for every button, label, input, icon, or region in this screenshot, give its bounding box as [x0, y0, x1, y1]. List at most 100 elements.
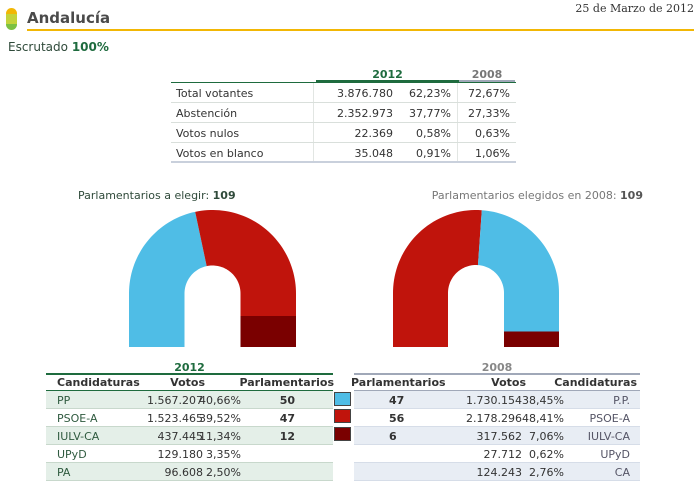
results-2008-table: Parlamentarios Votos Candidaturas 47 1.7…	[351, 376, 640, 481]
seats-elected-2008: Parlamentarios elegidos en 2008: 109	[432, 189, 643, 202]
party-name: CA	[614, 466, 630, 479]
party-pct: 48,41%	[522, 412, 564, 425]
table-row: UPyD 129.180 3,35%	[46, 445, 333, 463]
seat-segment-psoea	[393, 210, 482, 347]
col-header-seats: Parlamentarios	[351, 376, 446, 389]
party-name: PSOE-A	[589, 412, 630, 425]
col-header-party: Candidaturas	[57, 376, 140, 389]
table-row: 6 317.562 7,06% IULV-CA	[354, 427, 640, 445]
seats-to-elect-label: Parlamentarios a elegir:	[78, 189, 210, 202]
party-pct: 38,45%	[522, 394, 564, 407]
col-header-votes: Votos	[491, 376, 526, 389]
table-row: 124.243 2,76% CA	[354, 463, 640, 481]
party-pct: 0,62%	[529, 448, 564, 461]
seats-to-elect: Parlamentarios a elegir: 109	[78, 189, 236, 202]
col-header-votes: Votos	[170, 376, 205, 389]
header-divider	[27, 29, 694, 31]
seat-segment-psoea	[195, 210, 296, 316]
col-header-seats: Parlamentarios	[239, 376, 334, 389]
party-name: UPyD	[57, 448, 87, 461]
party-pct: 3,35%	[206, 448, 241, 461]
summary-pct-prev: 0,63%	[475, 127, 510, 140]
party-pct: 2,76%	[529, 466, 564, 479]
hemicycle-2008	[393, 210, 559, 347]
table-row: PSOE-A 1.523.465 39,52% 47	[46, 409, 333, 427]
summary-label: Abstención	[176, 107, 238, 120]
party-pct: 11,34%	[199, 430, 241, 443]
results-2008-year: 2008	[354, 361, 640, 375]
table-header-row: Candidaturas Votos Parlamentarios	[46, 376, 334, 390]
pp-color-swatch	[334, 392, 351, 406]
seats-elected-2008-value: 109	[620, 189, 643, 202]
party-votes: 27.712	[483, 448, 523, 461]
seats-elected-2008-label: Parlamentarios elegidos en 2008:	[431, 189, 617, 202]
summary-pct: 0,91%	[416, 147, 451, 160]
hemicycle-2012	[129, 210, 296, 347]
party-votes: 96.608	[164, 466, 204, 479]
seat-segment-pp	[129, 211, 207, 347]
party-seats: 47	[279, 412, 295, 425]
seat-segment-iulvca	[504, 331, 559, 347]
summary-votes: 3.876.780	[337, 87, 393, 100]
summary-votes: 22.369	[354, 127, 394, 140]
party-seats: 12	[279, 430, 295, 443]
table-row: 56 2.178.296 48,41% PSOE-A	[354, 409, 640, 427]
scrutiny-value: 100%	[71, 40, 109, 54]
party-votes: 124.243	[476, 466, 523, 479]
party-votes: 1.730.154	[466, 394, 522, 407]
summary-row: Votos en blanco 35.048 0,91% 1,06%	[171, 143, 516, 163]
table-row: 47 1.730.154 38,45% P.P.	[354, 391, 640, 409]
table-header-row: Parlamentarios Votos Candidaturas	[351, 376, 640, 390]
party-name: UPyD	[600, 448, 630, 461]
summary-label: Total votantes	[176, 87, 254, 100]
summary-pct-prev: 27,33%	[468, 107, 510, 120]
summary-votes: 35.048	[354, 147, 394, 160]
summary-row: Votos nulos 22.369 0,58% 0,63%	[171, 123, 516, 143]
results-2012-table: Candidaturas Votos Parlamentarios PP 1.5…	[46, 376, 334, 481]
region-title: Andalucía	[27, 9, 111, 27]
party-votes: 1.523.465	[147, 412, 203, 425]
party-seats: 6	[389, 430, 397, 443]
summary-row: Total votantes 3.876.780 62,23% 72,67%	[171, 83, 516, 103]
col-header-party: Candidaturas	[554, 376, 637, 389]
seats-to-elect-value: 109	[212, 189, 236, 202]
psoe-color-swatch	[334, 409, 351, 423]
party-pct: 39,52%	[199, 412, 241, 425]
table-row: 27.712 0,62% UPyD	[354, 445, 640, 463]
table-row: PP 1.567.207 40,66% 50	[46, 391, 333, 409]
summary-label: Votos en blanco	[176, 147, 264, 160]
summary-pct: 37,77%	[409, 107, 451, 120]
party-name: IULV-CA	[57, 430, 100, 443]
turnout-summary-table: 2012 2008 Total votantes 3.876.780 62,23…	[171, 66, 516, 163]
table-row: IULV-CA 437.445 11,34% 12	[46, 427, 333, 445]
seat-segment-iulvca	[240, 315, 296, 347]
party-pct: 7,06%	[529, 430, 564, 443]
party-seats: 50	[279, 394, 295, 407]
party-name: PSOE-A	[57, 412, 98, 425]
scrutiny-label: Escrutado	[8, 40, 68, 54]
seat-segment-pp	[477, 210, 559, 332]
party-seats: 56	[389, 412, 405, 425]
party-votes: 129.180	[157, 448, 204, 461]
table-row: PA 96.608 2,50%	[46, 463, 333, 481]
party-name: PA	[57, 466, 71, 479]
summary-row: Abstención 2.352.973 37,77% 27,33%	[171, 103, 516, 123]
summary-header-row: 2012 2008	[171, 66, 516, 82]
party-pct: 2,50%	[206, 466, 241, 479]
party-seats: 47	[389, 394, 405, 407]
summary-pct-prev: 72,67%	[468, 87, 510, 100]
logo-icon	[6, 8, 17, 30]
party-votes: 1.567.207	[147, 394, 203, 407]
summary-year-current: 2012	[316, 68, 459, 82]
party-votes: 437.445	[157, 430, 204, 443]
results-2012-year: 2012	[46, 361, 333, 375]
party-name: P.P.	[613, 394, 630, 407]
summary-pct: 62,23%	[409, 87, 451, 100]
party-name: IULV-CA	[587, 430, 630, 443]
party-name: PP	[57, 394, 71, 407]
summary-votes: 2.352.973	[337, 107, 393, 120]
scrutiny-status: Escrutado 100%	[8, 40, 109, 54]
summary-pct-prev: 1,06%	[475, 147, 510, 160]
party-pct: 40,66%	[199, 394, 241, 407]
summary-pct: 0,58%	[416, 127, 451, 140]
